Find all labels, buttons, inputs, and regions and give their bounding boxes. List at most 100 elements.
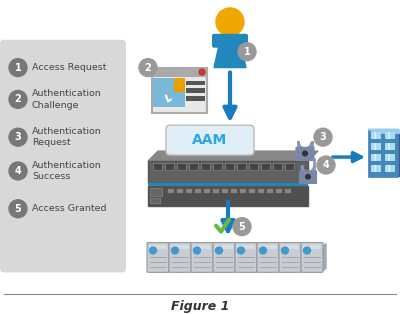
Circle shape [303,151,307,156]
Polygon shape [212,244,216,271]
Circle shape [216,247,222,254]
FancyBboxPatch shape [371,132,381,139]
FancyBboxPatch shape [148,186,308,206]
Circle shape [139,59,157,77]
Polygon shape [168,244,172,271]
FancyBboxPatch shape [177,189,183,193]
FancyBboxPatch shape [202,164,210,171]
FancyBboxPatch shape [249,189,255,193]
FancyBboxPatch shape [186,80,205,85]
FancyBboxPatch shape [186,96,205,101]
FancyBboxPatch shape [195,189,201,193]
FancyBboxPatch shape [286,164,294,171]
Circle shape [172,247,178,254]
Circle shape [216,8,244,36]
FancyBboxPatch shape [213,189,219,193]
FancyBboxPatch shape [303,245,321,248]
Circle shape [194,247,200,254]
Circle shape [9,162,27,180]
FancyBboxPatch shape [285,189,291,193]
FancyBboxPatch shape [276,189,282,193]
FancyBboxPatch shape [250,164,258,171]
Polygon shape [214,36,246,68]
FancyBboxPatch shape [374,132,376,139]
Circle shape [9,59,27,77]
FancyBboxPatch shape [299,171,317,184]
Circle shape [306,175,310,179]
FancyBboxPatch shape [193,245,211,248]
Text: Authentication
Challenge: Authentication Challenge [32,89,102,110]
FancyBboxPatch shape [214,164,222,171]
Circle shape [304,247,310,254]
FancyBboxPatch shape [204,189,210,193]
FancyBboxPatch shape [166,125,254,155]
Circle shape [233,218,251,236]
Text: Figure 1: Figure 1 [171,300,229,313]
FancyBboxPatch shape [374,143,376,150]
FancyBboxPatch shape [385,143,395,150]
FancyBboxPatch shape [385,165,395,172]
FancyBboxPatch shape [259,245,277,248]
FancyBboxPatch shape [222,189,228,193]
FancyBboxPatch shape [240,189,246,193]
FancyBboxPatch shape [154,164,162,171]
Text: 3: 3 [320,132,326,142]
FancyBboxPatch shape [388,154,390,161]
FancyBboxPatch shape [231,189,237,193]
Text: 2: 2 [145,62,151,73]
Circle shape [9,128,27,146]
FancyBboxPatch shape [166,164,174,171]
FancyBboxPatch shape [148,161,308,183]
Polygon shape [234,244,238,271]
FancyBboxPatch shape [152,68,207,113]
FancyBboxPatch shape [371,143,381,150]
FancyBboxPatch shape [148,183,308,186]
FancyBboxPatch shape [262,164,270,171]
FancyBboxPatch shape [388,165,390,172]
FancyBboxPatch shape [235,242,257,272]
FancyBboxPatch shape [238,164,246,171]
Text: 4: 4 [15,166,21,176]
FancyBboxPatch shape [237,245,255,248]
FancyBboxPatch shape [152,68,207,77]
Text: 5: 5 [239,222,245,232]
Circle shape [150,247,156,254]
FancyBboxPatch shape [171,245,189,248]
FancyBboxPatch shape [388,132,390,139]
FancyBboxPatch shape [153,78,185,107]
Text: Authentication
Request: Authentication Request [32,127,102,147]
FancyBboxPatch shape [215,245,233,248]
FancyBboxPatch shape [388,143,390,150]
FancyBboxPatch shape [168,189,174,193]
Circle shape [282,247,288,254]
Polygon shape [278,244,282,271]
Polygon shape [148,151,318,161]
Text: AAM: AAM [192,133,228,147]
Text: Access Granted: Access Granted [32,204,106,213]
FancyBboxPatch shape [371,165,381,172]
FancyBboxPatch shape [274,164,282,171]
FancyBboxPatch shape [385,154,395,161]
Circle shape [9,90,27,108]
Text: 1: 1 [244,47,250,57]
FancyBboxPatch shape [258,189,264,193]
Circle shape [199,69,205,75]
FancyBboxPatch shape [174,78,185,92]
FancyBboxPatch shape [296,147,314,161]
Circle shape [238,43,256,61]
FancyBboxPatch shape [371,154,381,161]
FancyBboxPatch shape [186,89,205,94]
FancyBboxPatch shape [368,129,398,177]
Circle shape [314,128,332,146]
Text: 4: 4 [323,160,329,170]
FancyBboxPatch shape [178,164,186,171]
FancyBboxPatch shape [301,242,323,272]
FancyBboxPatch shape [169,242,191,272]
Polygon shape [256,244,260,271]
FancyBboxPatch shape [191,242,213,272]
FancyBboxPatch shape [190,164,198,171]
Circle shape [9,200,27,218]
Circle shape [317,156,335,174]
FancyBboxPatch shape [374,165,376,172]
FancyBboxPatch shape [374,154,376,161]
